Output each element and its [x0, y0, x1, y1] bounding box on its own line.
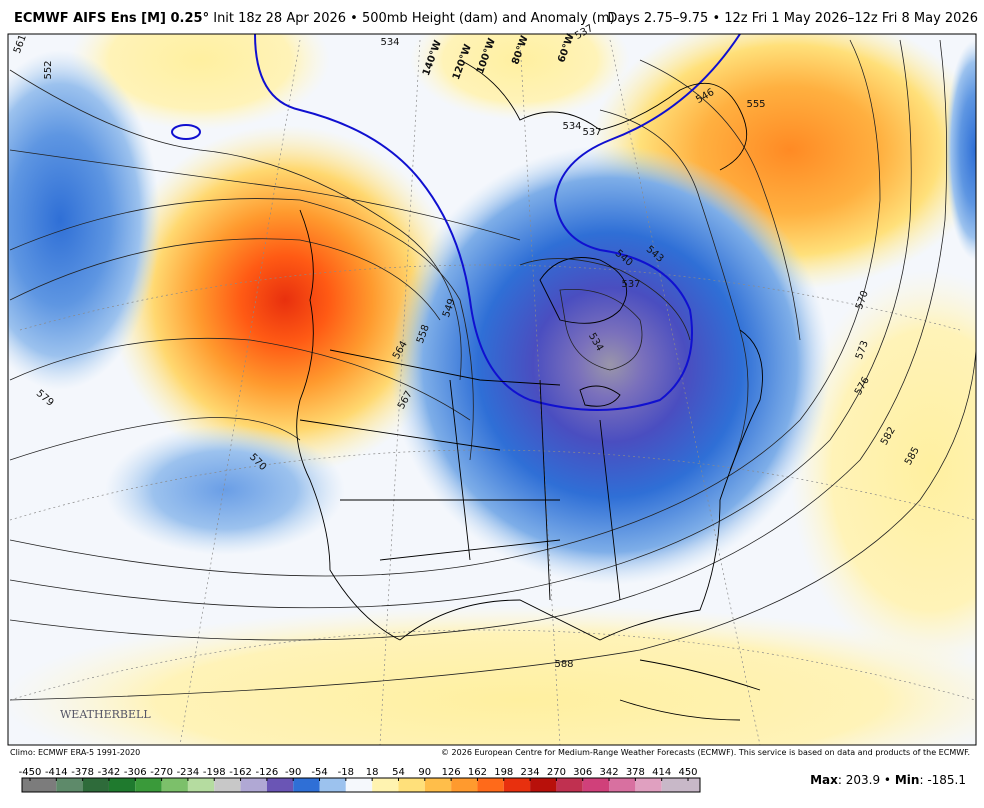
colorbar-tick-label: -162 [229, 767, 252, 778]
anomaly-area [8, 50, 160, 390]
colorbar-tick-label: 306 [573, 767, 592, 778]
colorbar-swatch [556, 778, 583, 792]
copyright: © 2026 European Centre for Medium-Range … [441, 748, 970, 757]
colorbar-tick-label: -270 [150, 767, 173, 778]
colorbar-tick-label: -90 [285, 767, 301, 778]
colorbar-tick-label: 234 [521, 767, 540, 778]
colorbar-swatch [30, 778, 57, 792]
colorbar-swatch [451, 778, 478, 792]
colorbar-swatch [635, 778, 662, 792]
coastlines [296, 59, 763, 721]
colorbar-tick-label: -450 [19, 767, 42, 778]
anomaly-area [410, 34, 630, 120]
colorbar-swatch [135, 778, 162, 792]
colorbar-tick-label: -18 [338, 767, 354, 778]
colorbar-tick-label: -126 [256, 767, 279, 778]
colorbar-swatch [398, 778, 425, 792]
colorbar: -450 -414 -378 -342 -306 -270 -234 -198 -162 -126… [19, 767, 701, 793]
colorbar-tick-label: 270 [547, 767, 566, 778]
colorbar-swatch [477, 778, 504, 792]
colorbar-swatch [582, 778, 610, 792]
contour-label: 537 [621, 279, 640, 290]
colorbar-swatch [293, 778, 320, 792]
colorbar-tick-label: 450 [678, 767, 697, 778]
stats: Max: 203.9 • Min: -185.1 [810, 773, 966, 787]
colorbar-swatch [266, 778, 294, 792]
540-contour [171, 124, 201, 140]
anomaly-area [945, 40, 976, 260]
colorbar-swatch [319, 778, 346, 792]
colorbar-swatch [661, 778, 688, 792]
colorbar-tick-label: 378 [626, 767, 645, 778]
anomaly-area [110, 125, 460, 475]
colorbar-swatch [161, 778, 188, 792]
colorbar-tick-label: 18 [366, 767, 379, 778]
anomaly-area [8, 605, 976, 745]
anomaly-area [790, 270, 976, 670]
colorbar-tick-label: -54 [311, 767, 327, 778]
colorbar-tick-label: -342 [98, 767, 121, 778]
watermark: WEATHERBELL [60, 708, 151, 721]
valid-time: Days 2.75–9.75 • 12z Fri 1 May 2026–12z … [607, 11, 978, 26]
colorbar-tick-label: -306 [124, 767, 147, 778]
colorbar-swatch [372, 778, 399, 792]
contour-label: 537 [582, 127, 601, 138]
colorbar-swatch [82, 778, 109, 792]
colorbar-swatch [187, 778, 215, 792]
graticule [9, 39, 976, 745]
anomaly-area [105, 425, 345, 555]
climo: Climo: ECMWF ERA-5 1991-2020 [10, 748, 140, 757]
colorbar-tick-label: 414 [652, 767, 671, 778]
colorbar-tick-label: 126 [442, 767, 461, 778]
contour-label: 588 [554, 659, 573, 670]
colorbar-tick-label: 198 [494, 767, 513, 778]
colorbar-swatch [108, 778, 136, 792]
540-contour [254, 34, 741, 411]
colorbar-swatch [530, 778, 557, 792]
colorbar-tick-label: 342 [599, 767, 618, 778]
colorbar-swatch [503, 778, 531, 792]
colorbar-cap [688, 778, 700, 792]
contour-label: 552 [43, 60, 54, 79]
colorbar-tick-label: 54 [392, 767, 405, 778]
colorbar-swatch [214, 778, 241, 792]
colorbar-swatch [345, 778, 373, 792]
title: ECMWF AIFS Ens [M] 0.25° Init 18z 28 Apr… [14, 11, 615, 26]
anomaly-area [70, 34, 330, 130]
colorbar-tick-label: -378 [71, 767, 94, 778]
colorbar-tick-label: -198 [203, 767, 226, 778]
colorbar-tick-label: -414 [45, 767, 68, 778]
colorbar-tick-label: 162 [468, 767, 487, 778]
colorbar-swatch [56, 778, 83, 792]
colorbar-swatch [240, 778, 267, 792]
colorbar-cap [22, 778, 30, 792]
colorbar-tick-label: 90 [418, 767, 431, 778]
colorbar-swatch [609, 778, 636, 792]
contour-label: 555 [746, 99, 765, 110]
contour-label: 534 [562, 121, 581, 132]
contour-label: 534 [380, 37, 399, 48]
map-frame [7, 33, 977, 746]
colorbar-swatch [424, 778, 452, 792]
colorbar-tick-label: -234 [177, 767, 200, 778]
anomaly-area [390, 145, 830, 585]
colorbar-frame [21, 777, 701, 793]
height-contours [9, 39, 976, 701]
